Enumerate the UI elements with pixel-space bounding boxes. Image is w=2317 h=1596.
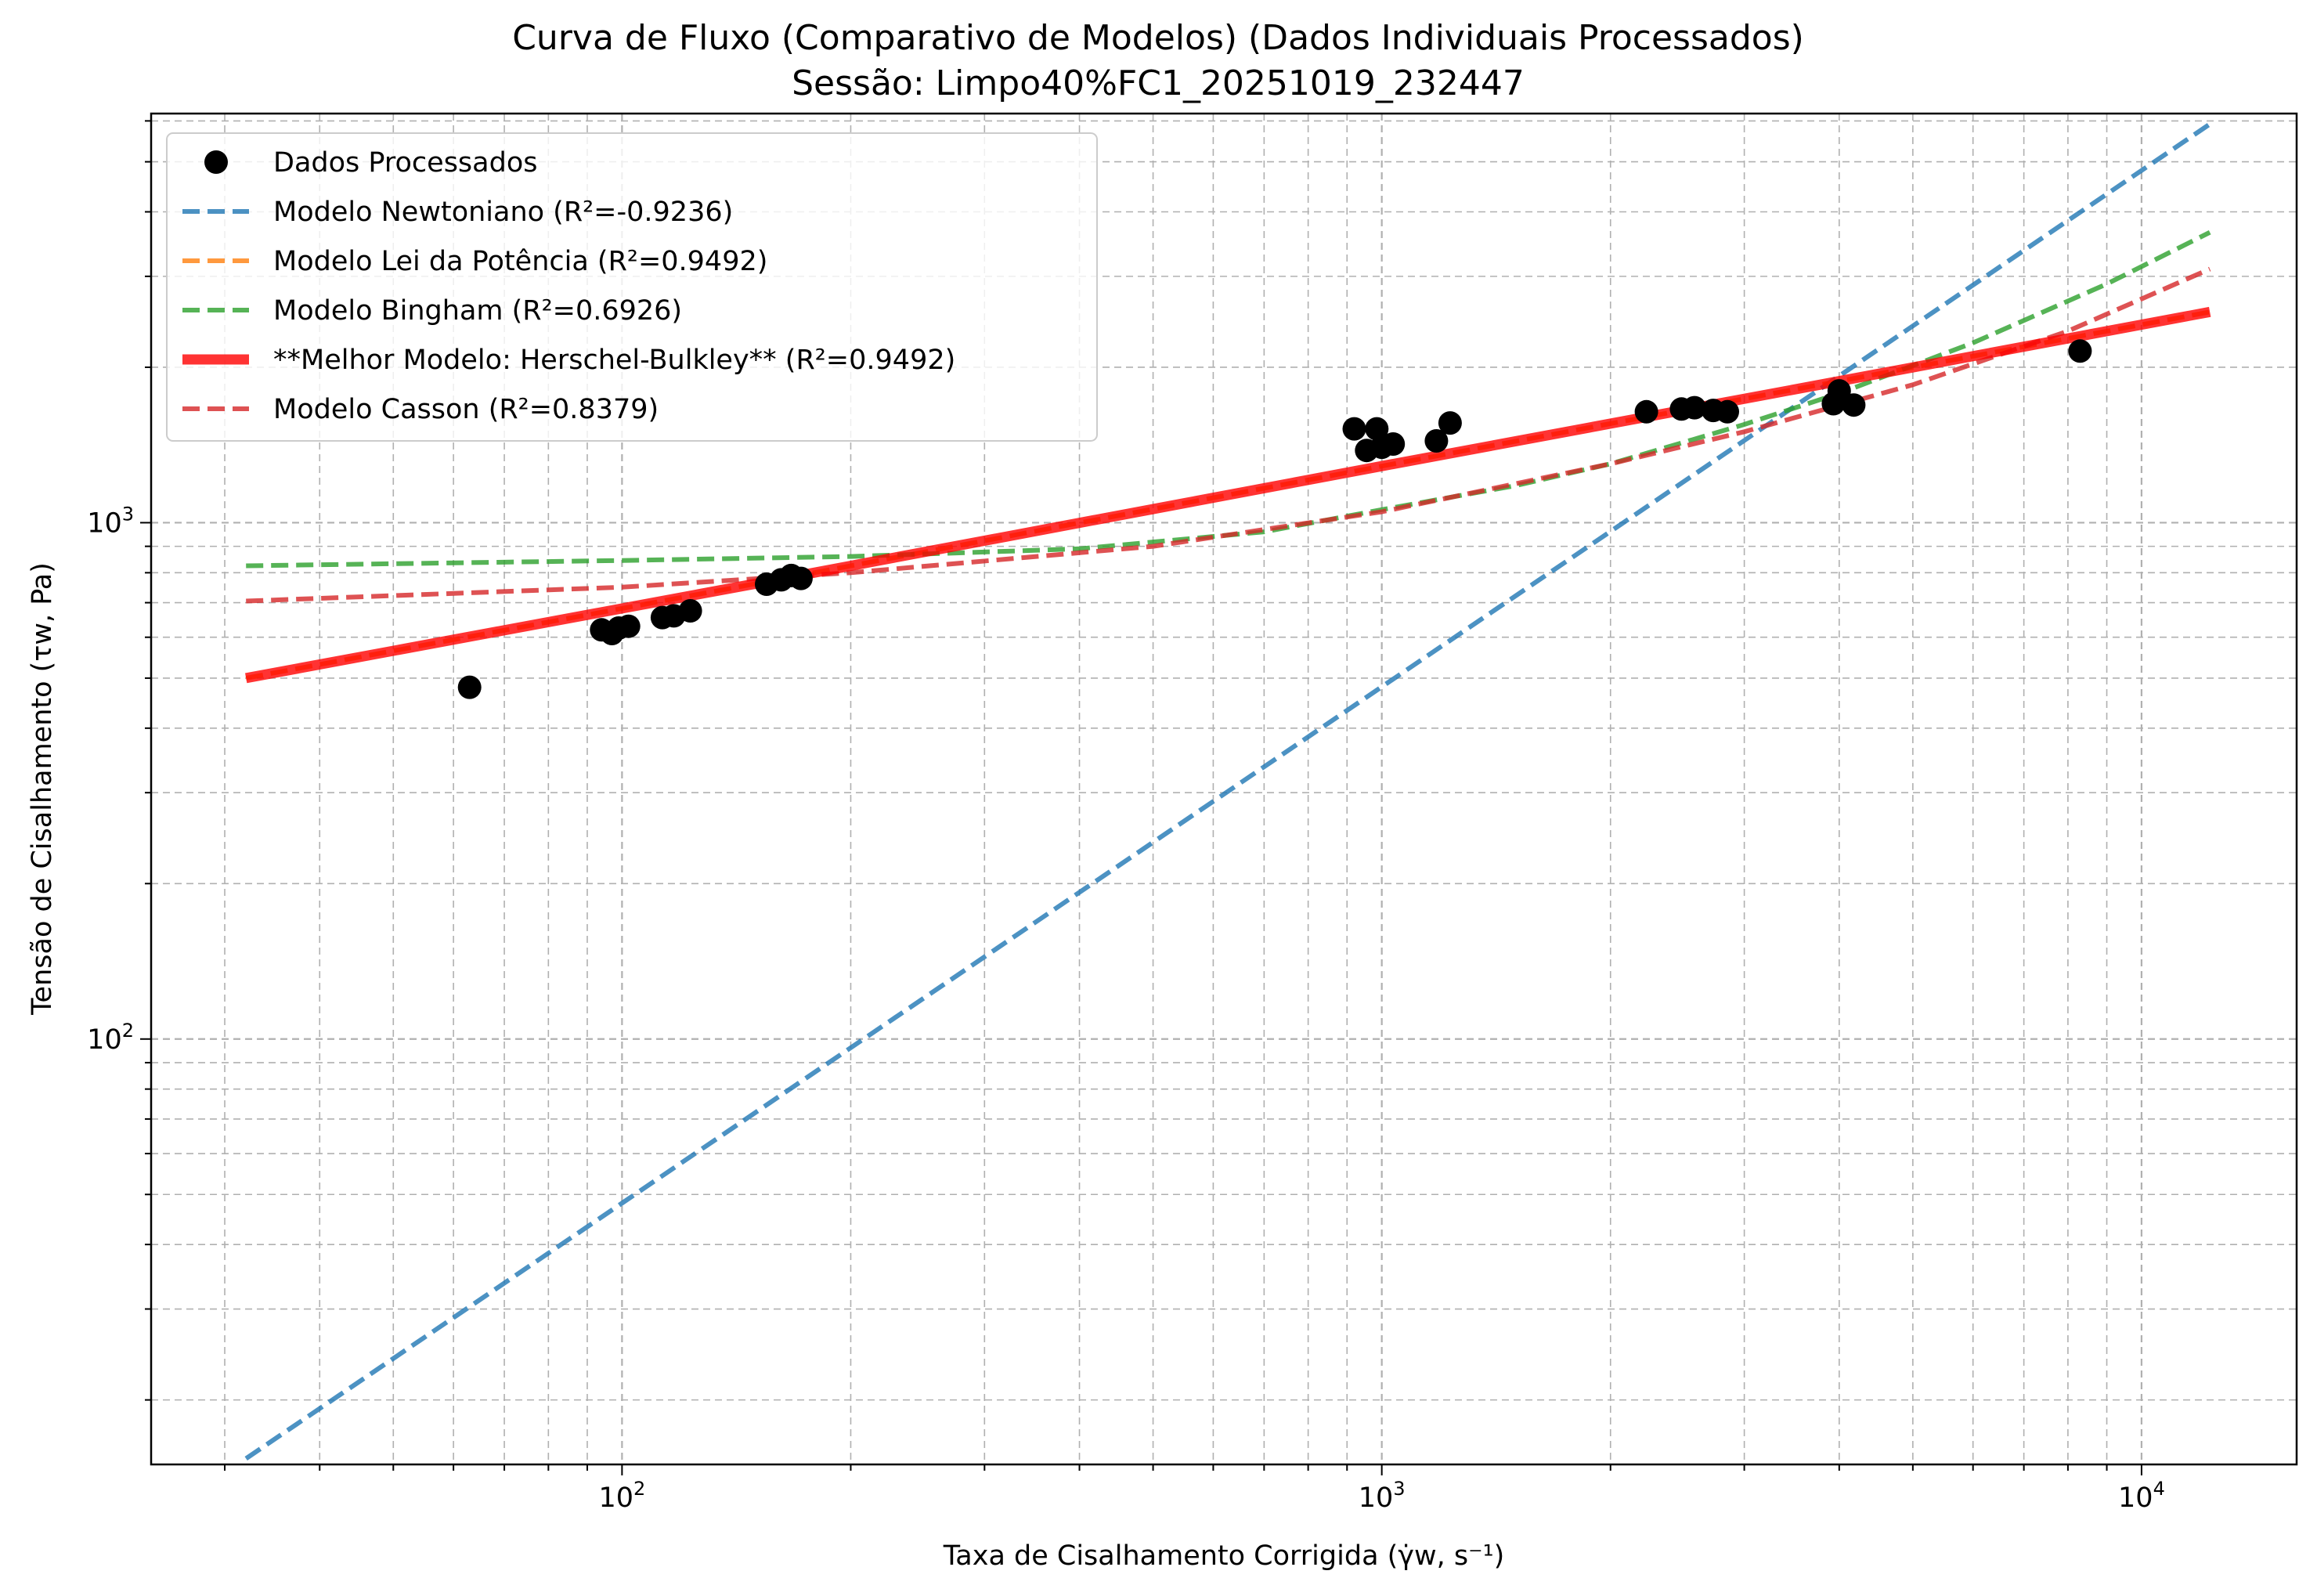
data-point (616, 614, 641, 638)
herschel-bulkley-line (245, 306, 2211, 684)
legend-box (166, 132, 1098, 442)
data-point (1634, 399, 1658, 424)
data-points (457, 339, 2092, 699)
data-point (1424, 429, 1449, 453)
data-point (1716, 399, 1739, 424)
chart-title: Curva de Fluxo (Comparativo de Modelos) … (512, 18, 1804, 58)
legend-entry: Modelo Bingham (R²=0.6926) (182, 295, 682, 327)
data-point (1381, 432, 1406, 456)
y-tick-label: 102 (87, 1020, 134, 1056)
y-tick-label: 103 (87, 503, 134, 539)
legend-label: Modelo Newtoniano (R²=-0.9236) (273, 197, 733, 228)
legend-entry: Modelo Lei da Potência (R²=0.9492) (182, 246, 767, 277)
data-point (1342, 417, 1366, 441)
chart-subtitle: Sessão: Limpo40%FC1_20251019_232447 (792, 63, 1525, 103)
legend-label: Modelo Casson (R²=0.8379) (273, 394, 659, 425)
data-point (457, 675, 482, 699)
legend-marker (204, 150, 228, 174)
model-line (244, 121, 2211, 1461)
legend: Dados Processados Modelo Newtoniano (R²=-… (166, 132, 1098, 442)
legend-label: Modelo Lei da Potência (R²=0.9492) (273, 246, 767, 277)
legend-label: Dados Processados (273, 147, 537, 179)
x-tick-label: 102 (598, 1478, 645, 1514)
data-point (1842, 393, 1866, 417)
plot-frame (150, 112, 2298, 1466)
x-tick-label: 103 (1359, 1478, 1406, 1514)
legend-entry: Dados Processados (204, 147, 537, 179)
model-line (246, 230, 2211, 569)
legend-entry: **Melhor Modelo: Herschel-Bulkley** (R²=… (182, 345, 955, 376)
y-axis-label: Tensão de Cisalhamento (τw, Pa) (27, 562, 58, 1016)
legend-entry: Modelo Newtoniano (R²=-0.9236) (182, 197, 733, 228)
data-point (1827, 379, 1851, 403)
data-point (1683, 395, 1706, 420)
data-point (1438, 411, 1462, 435)
x-axis-label: Taxa de Cisalhamento Corrigida (γ̇w, s⁻¹… (943, 1540, 1505, 1572)
legend-entry: Modelo Casson (R²=0.8379) (182, 394, 659, 425)
data-point (789, 566, 813, 590)
axis-ticks: 102 103 104 102 103 (87, 120, 2165, 1514)
data-point (2068, 339, 2092, 363)
legend-label: Modelo Bingham (R²=0.6926) (273, 295, 682, 327)
data-point (1365, 417, 1389, 441)
legend-label: **Melhor Modelo: Herschel-Bulkley** (R²=… (273, 345, 955, 376)
data-point (678, 599, 702, 623)
series-lines (244, 121, 2211, 1461)
x-tick-label: 104 (2118, 1478, 2165, 1514)
